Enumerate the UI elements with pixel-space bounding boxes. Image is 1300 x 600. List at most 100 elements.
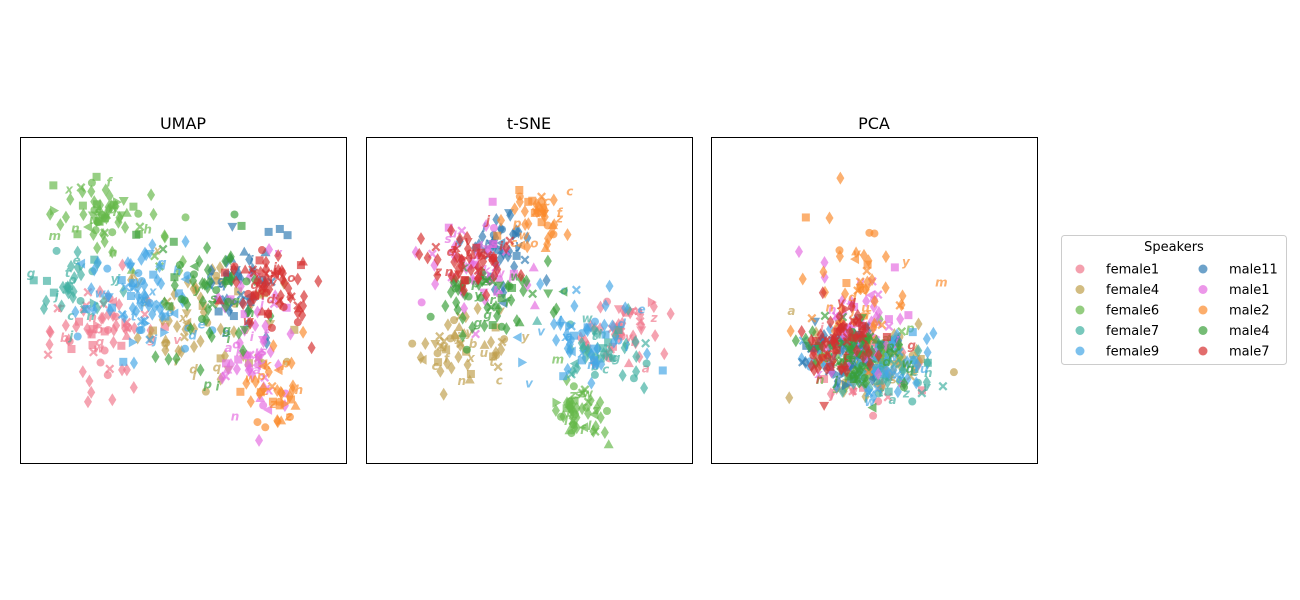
point-umap-female6 (160, 229, 169, 243)
point-tsne-male7 (447, 269, 456, 283)
point-umap-female6: h (143, 222, 152, 236)
legend-label-female6: female6 (1106, 304, 1159, 319)
point-pca-male4: d (882, 355, 891, 369)
point-tsne-female4 (479, 339, 490, 349)
point-tsne-female6: z (568, 388, 577, 402)
point-tsne-male1: u (449, 227, 458, 241)
point-pca-female4: v (911, 361, 920, 375)
point-tsne-female9 (587, 348, 596, 362)
point-pca-female7: o (873, 375, 881, 389)
point-pca-male2: u (861, 301, 870, 315)
point-umap-female1 (78, 365, 87, 379)
point-tsne-female7 (596, 354, 605, 363)
point-umap-male11: i (249, 253, 254, 267)
point-umap-female6: x (64, 182, 74, 196)
point-umap-female7: t (65, 266, 72, 280)
point-pca-male7 (857, 334, 867, 344)
point-tsne-male2: z (555, 211, 564, 225)
legend-title: Speakers (1144, 240, 1204, 255)
point-umap-female9 (138, 295, 148, 305)
point-tsne-male2 (563, 228, 572, 242)
point-pca-male7 (826, 362, 835, 371)
point-umap-female9 (89, 303, 98, 317)
point-pca-male7 (858, 323, 867, 337)
point-umap-female6 (111, 199, 120, 213)
point-tsne-male7 (458, 253, 468, 264)
point-pca-male4 (791, 334, 800, 348)
point-pca-male1: x (814, 367, 824, 381)
point-umap-female6 (66, 192, 75, 206)
point-tsne-female4 (421, 336, 430, 350)
point-umap-male1: k (266, 383, 275, 397)
point-umap-male7 (276, 297, 285, 311)
point-umap-female9 (93, 255, 102, 269)
point-tsne-male1: e (495, 287, 503, 301)
point-tsne-female9 (566, 346, 576, 357)
point-umap-female9 (106, 303, 115, 317)
point-tsne-female4: y (465, 326, 474, 340)
point-umap-male7 (293, 303, 304, 313)
point-tsne-male4 (494, 281, 505, 291)
point-umap-female1 (67, 345, 76, 354)
point-tsne-female6 (583, 397, 593, 407)
point-umap-female9: q (158, 256, 167, 270)
scatter-marks-tsne: amyzftbnucyvxjuycfmqtzzltfwslncbgtwholbd… (408, 184, 675, 449)
point-tsne-female9 (582, 322, 591, 336)
point-tsne-female7 (604, 338, 613, 347)
point-tsne-male1: u (471, 257, 480, 271)
point-tsne-female1: a (642, 361, 650, 375)
point-pca-female7 (923, 358, 932, 367)
point-pca-male4 (871, 334, 882, 344)
point-pca-male1 (896, 312, 905, 326)
point-umap-male1: a (253, 363, 261, 377)
point-umap-female1 (88, 325, 97, 334)
point-tsne-male7 (433, 268, 442, 282)
point-pca-male2 (819, 265, 828, 279)
point-umap-male1 (222, 364, 233, 374)
point-tsne-female9 (590, 317, 599, 326)
point-umap-female4 (179, 332, 189, 342)
point-tsne-female6 (591, 420, 600, 434)
point-tsne-female9 (550, 317, 559, 331)
point-tsne-male1 (417, 298, 426, 307)
point-pca-male11 (833, 374, 842, 388)
point-umap-female9 (180, 274, 190, 285)
point-umap-female6 (134, 209, 143, 218)
point-pca-female7 (922, 375, 931, 389)
point-pca-male7 (836, 365, 847, 375)
point-tsne-male4 (507, 293, 516, 307)
point-umap-male7 (293, 318, 302, 327)
point-umap-female9: o (166, 305, 174, 319)
point-tsne-female6 (551, 403, 560, 417)
point-umap-male4: i (226, 332, 231, 346)
point-umap-male1: a (224, 341, 232, 355)
point-umap-female9: f (140, 300, 147, 314)
point-umap-male2 (267, 381, 277, 391)
point-tsne-female4: b (469, 337, 478, 351)
point-tsne-male1: p (507, 270, 517, 284)
point-tsne-female9 (552, 333, 561, 347)
point-umap-female6 (87, 178, 96, 187)
point-pca-female7 (914, 344, 923, 358)
point-pca-male2 (881, 250, 890, 264)
point-umap-female1 (87, 385, 96, 399)
point-tsne-female7 (641, 338, 651, 348)
point-umap-female9 (104, 289, 113, 303)
point-tsne-female1 (660, 347, 669, 361)
point-tsne-male2 (516, 240, 526, 251)
point-pca-male4: o (849, 368, 857, 382)
point-pca-male4: m (844, 351, 857, 365)
point-pca-male2 (842, 279, 851, 288)
point-umap-male4: p (202, 378, 212, 392)
point-pca-male2 (798, 272, 807, 286)
point-pca-male7 (810, 363, 819, 377)
point-tsne-female6 (603, 439, 614, 449)
point-tsne-female7 (569, 364, 578, 378)
point-tsne-male7 (490, 269, 499, 283)
point-pca-male4 (849, 375, 858, 384)
point-tsne-male7 (452, 270, 461, 284)
point-umap-male7 (239, 297, 248, 311)
point-tsne-male4 (522, 274, 531, 288)
point-umap-male1 (265, 243, 274, 257)
point-umap-female9: t (131, 309, 138, 323)
